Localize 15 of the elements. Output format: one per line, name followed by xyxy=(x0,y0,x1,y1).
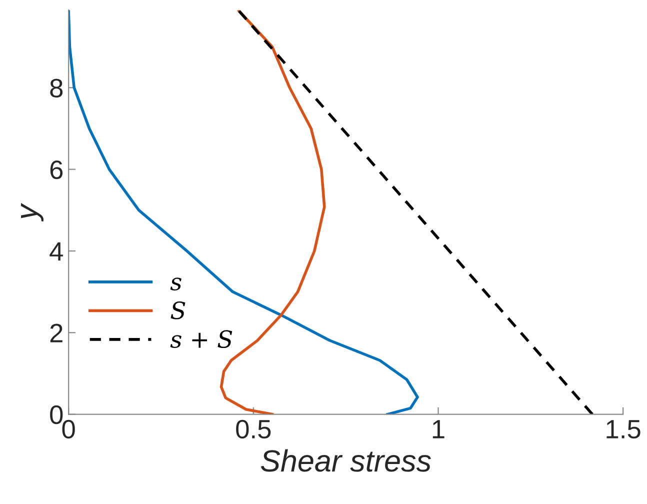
y-tick-label: 8 xyxy=(50,78,63,98)
x-tick-label: 0.5 xyxy=(236,420,271,439)
legend-label: S xyxy=(170,301,186,320)
line-series xyxy=(220,10,326,414)
x-tick-label: 1.5 xyxy=(606,420,640,439)
y-tick-label: 4 xyxy=(50,242,63,261)
legend-label: s + S xyxy=(170,330,232,348)
legend-label: s xyxy=(170,278,182,291)
y-tick-label: 2 xyxy=(50,324,62,342)
x-axis-title: Shear stress xyxy=(260,449,431,472)
x-tick-label: 1 xyxy=(432,420,444,438)
x-tick-label: 0 xyxy=(62,420,75,439)
y-tick-label: 0 xyxy=(50,405,63,424)
y-axis-title: y xyxy=(21,203,44,222)
y-tick-label: 6 xyxy=(50,160,63,180)
